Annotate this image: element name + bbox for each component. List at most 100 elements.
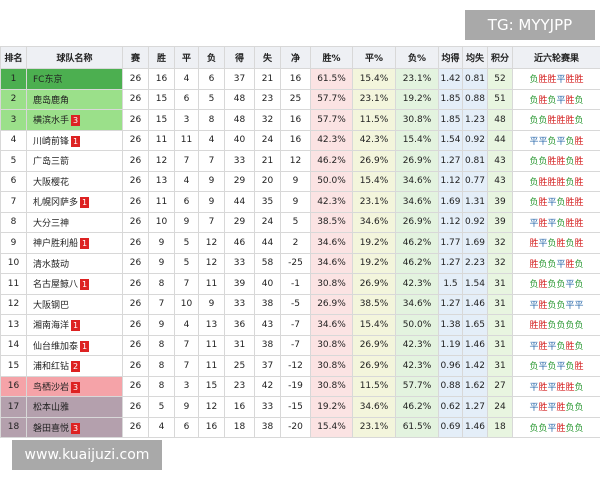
table-row: 18 磐田喜悦 3 26 4 6 16 18 38 -20 15.4% 23.1% 61.5% 0.69 1… <box>0 416 600 438</box>
result: 负 <box>565 136 575 147</box>
stat-cell: 58 <box>254 252 281 274</box>
result: 负 <box>547 259 557 270</box>
stat-cell: 11 <box>198 273 225 295</box>
stat-cell: 39 <box>487 211 513 233</box>
header-cell: 平% <box>352 46 396 69</box>
stat-cell: 26 <box>122 232 149 254</box>
result: 胜 <box>574 239 584 250</box>
stat-cell: 5 <box>198 88 225 110</box>
stat-cell: 11.5% <box>352 109 396 131</box>
rank-cell: 17 <box>0 396 27 418</box>
result: 胜 <box>574 75 584 86</box>
stat-cell: 34.6% <box>310 232 353 254</box>
result: 胜 <box>556 116 566 127</box>
stat-cell: 42.3% <box>395 334 439 356</box>
header-cell: 胜 <box>148 46 175 69</box>
stat-cell: 8 <box>198 109 225 131</box>
recent-cell: 胜平负胜负胜 <box>512 232 600 254</box>
stat-cell: 18 <box>487 416 513 438</box>
stat-cell: 9 <box>198 170 225 192</box>
stat-cell: 8 <box>148 355 175 377</box>
badge: 3 <box>71 115 81 127</box>
stat-cell: 9 <box>174 211 199 233</box>
stat-cell: 0.81 <box>462 150 488 172</box>
result: 平 <box>547 423 557 434</box>
stat-cell: 26 <box>122 375 149 397</box>
stat-cell: 0.77 <box>462 170 488 192</box>
stat-cell: 25 <box>224 355 255 377</box>
result: 胜 <box>556 239 566 250</box>
stat-cell: 11 <box>198 334 225 356</box>
result: 负 <box>529 423 539 434</box>
recent-cell: 负胜负平胜负 <box>512 88 600 110</box>
team-cell: 湘南海洋 1 <box>26 314 123 336</box>
stat-cell: 0.96 <box>438 355 463 377</box>
recent-cell: 平胜平胜负负 <box>512 396 600 418</box>
stat-cell: 26 <box>122 334 149 356</box>
stat-cell: 31 <box>487 314 513 336</box>
stat-cell: 1.27 <box>438 150 463 172</box>
stat-cell: 1.19 <box>438 334 463 356</box>
team-name: 神户胜利船 <box>33 239 79 250</box>
result: 负 <box>547 321 557 332</box>
stat-cell: 15.4% <box>352 68 396 90</box>
rank-cell: 6 <box>0 170 27 192</box>
stat-cell: 12 <box>198 396 225 418</box>
badge: 1 <box>80 197 90 209</box>
stat-cell: 1.46 <box>462 293 488 315</box>
stat-cell: 16 <box>224 396 255 418</box>
result: 负 <box>574 403 584 414</box>
result: 胜 <box>547 157 557 168</box>
stat-cell: 32 <box>254 109 281 131</box>
recent-cell: 负负胜胜胜负 <box>512 109 600 131</box>
stat-cell: 16 <box>148 68 175 90</box>
stat-cell: 32 <box>487 232 513 254</box>
team-cell: 名古屋鲸八 1 <box>26 273 123 295</box>
stat-cell: 23 <box>254 88 281 110</box>
stat-cell: -20 <box>280 416 311 438</box>
result: 胜 <box>538 382 548 393</box>
header-cell: 积分 <box>487 46 513 69</box>
result: 负 <box>556 218 566 229</box>
result: 负 <box>574 423 584 434</box>
stat-cell: 37 <box>224 68 255 90</box>
stat-cell: 42.3% <box>310 191 353 213</box>
stat-cell: 40 <box>224 129 255 151</box>
stat-cell: 9 <box>198 191 225 213</box>
stat-cell: 38 <box>254 416 281 438</box>
badge: 1 <box>71 135 81 147</box>
result: 胜 <box>565 259 575 270</box>
result: 平 <box>565 280 575 291</box>
result: 负 <box>529 280 539 291</box>
result: 负 <box>574 259 584 270</box>
stat-cell: 33 <box>254 396 281 418</box>
result: 负 <box>574 116 584 127</box>
team-cell: FC东京 <box>26 68 123 90</box>
stat-cell: 26.9% <box>352 273 396 295</box>
stat-cell: -7 <box>280 334 311 356</box>
stat-cell: 1.46 <box>462 416 488 438</box>
result: 胜 <box>565 75 575 86</box>
standings-table: 排名 球队名称赛胜平负得失净胜% 平% 负% 均得 均失 积分 近六轮赛果 1 FC东京 26 16… <box>0 46 600 438</box>
stat-cell: 36 <box>224 314 255 336</box>
result: 胜 <box>538 321 548 332</box>
team-cell: 磐田喜悦 3 <box>26 416 123 438</box>
result: 胜 <box>538 403 548 414</box>
stat-cell: 7 <box>174 150 199 172</box>
stat-cell: 19.2% <box>310 396 353 418</box>
stat-cell: 37 <box>254 355 281 377</box>
result: 负 <box>529 157 539 168</box>
stat-cell: 27 <box>487 375 513 397</box>
recent-cell: 平胜负负平平 <box>512 293 600 315</box>
result: 负 <box>547 136 557 147</box>
stat-cell: 15.4% <box>352 170 396 192</box>
badge: 1 <box>80 279 90 291</box>
badge: 1 <box>71 320 81 332</box>
recent-cell: 胜负负平胜负 <box>512 252 600 274</box>
stat-cell: 7 <box>198 211 225 233</box>
stat-cell: 15 <box>148 109 175 131</box>
recent-cell: 负胜胜胜负胜 <box>512 170 600 192</box>
stat-cell: 26 <box>122 211 149 233</box>
stat-cell: 16 <box>280 129 311 151</box>
stat-cell: 48 <box>224 109 255 131</box>
